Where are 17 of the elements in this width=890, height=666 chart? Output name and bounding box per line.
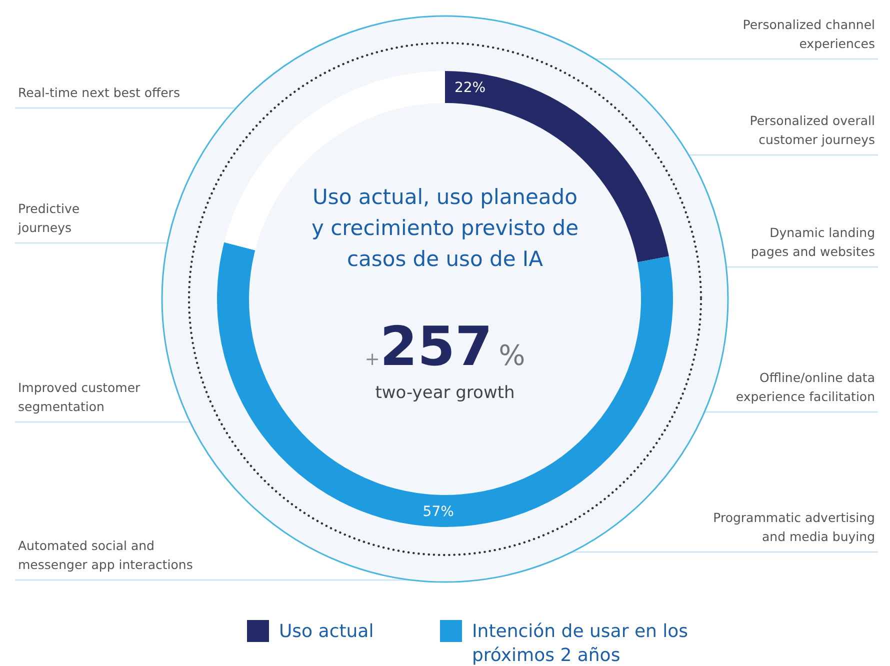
text: Predictive journeys xyxy=(17,201,80,235)
data-label: 57% xyxy=(422,504,454,520)
legend-label: Intención de usar en los próximos 2 años xyxy=(472,621,688,666)
text: Programmatic advertising and media buying xyxy=(713,510,875,544)
text: Real-time next best offers xyxy=(18,85,180,100)
text: Dynamic landing pages and websites xyxy=(750,225,875,259)
text: two-year growth xyxy=(375,383,515,403)
data-label: 22% xyxy=(454,80,486,96)
text: Improved customer segmentation xyxy=(18,380,142,414)
donut-slice xyxy=(217,242,673,527)
text: Offline/online data experience facilitation xyxy=(736,370,875,404)
text: +257% xyxy=(364,315,526,378)
text: Automated social and messenger app interactions xyxy=(18,538,193,572)
text: Personalized overall customer journeys xyxy=(750,113,875,147)
text: Personalized channel experiences xyxy=(742,17,875,51)
legend-label: Uso actual xyxy=(279,621,374,642)
text: Uso actual, uso planeado y crecimiento previsto de casos de uso de IA xyxy=(311,185,579,271)
